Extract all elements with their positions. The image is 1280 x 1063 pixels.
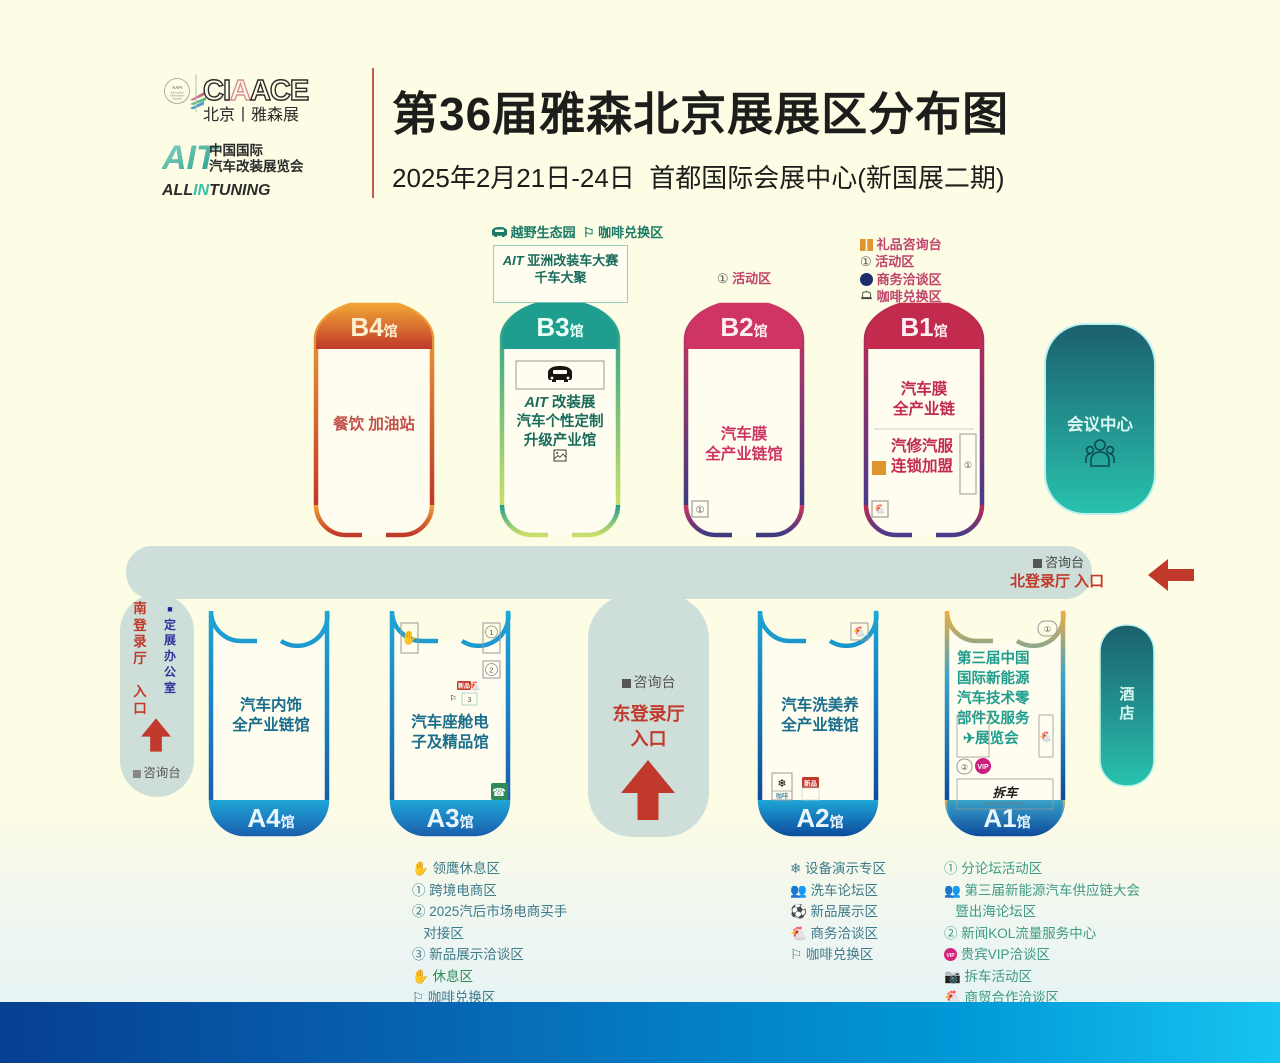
svg-text:全产业链: 全产业链 [892,399,956,418]
svg-text:❄: ❄ [777,778,786,790]
svg-text:3: 3 [468,697,472,704]
svg-text:①: ① [1044,625,1051,634]
svg-text:2: 2 [489,665,493,674]
svg-text:汽车个性定制: 汽车个性定制 [517,412,604,430]
svg-text:🐔: 🐔 [874,504,885,514]
svg-text:🐔: 🐔 [1040,731,1052,743]
svg-text:①: ① [964,460,972,470]
svg-text:汽车洗美养: 汽车洗美养 [781,695,859,714]
svg-text:汽车改装展览会: 汽车改装展览会 [209,158,304,174]
svg-text:汽车膜: 汽车膜 [901,379,948,398]
svg-text:ALLINTUNING: ALLINTUNING [162,182,270,199]
svg-text:1: 1 [489,628,493,637]
svg-text:🐔: 🐔 [853,626,865,638]
svg-text:全产业链馆: 全产业链馆 [704,444,783,463]
svg-text:店: 店 [1119,704,1134,722]
svg-text:会议中心: 会议中心 [1067,414,1134,434]
svg-text:CIAACE: CIAACE [203,75,309,107]
svg-text:拆车: 拆车 [992,786,1020,800]
svg-text:AIT 改装展: AIT 改装展 [524,393,596,411]
svg-text:全产业链馆: 全产业链馆 [231,715,310,734]
svg-text:✈展览会: ✈展览会 [963,729,1019,747]
svg-text:汽车膜: 汽车膜 [721,424,768,443]
svg-text:🐔: 🐔 [469,681,480,691]
svg-text:①: ① [696,505,705,516]
svg-text:汽修汽服: 汽修汽服 [891,436,954,455]
svg-text:第三届中国: 第三届中国 [957,649,1030,667]
svg-text:新品: 新品 [804,779,818,788]
svg-text:Industry: Industry [172,97,182,101]
svg-text:酒: 酒 [1119,686,1134,703]
svg-text:VIP: VIP [977,764,989,771]
svg-text:升级产业馆: 升级产业馆 [524,431,597,449]
svg-text:中国国际: 中国国际 [209,142,263,158]
svg-text:子及精品馆: 子及精品馆 [411,732,489,751]
svg-text:餐饮 加油站: 餐饮 加油站 [332,414,415,433]
svg-text:CHAICHEMOTORS: CHAICHEMOTORS [985,801,1025,806]
svg-text:AAFI: AAFI [172,85,182,90]
svg-text:☎: ☎ [492,787,506,799]
svg-text:VIP: VIP [946,953,955,959]
svg-text:新品: 新品 [458,682,470,690]
svg-text:全产业链馆: 全产业链馆 [780,715,859,734]
svg-text:北京丨雅森展: 北京丨雅森展 [203,106,299,124]
svg-text:连锁加盟: 连锁加盟 [891,456,954,475]
svg-text:国际新能源: 国际新能源 [957,669,1030,687]
svg-text:汽车内饰: 汽车内饰 [240,695,302,714]
svg-text:咖啡: 咖啡 [776,791,790,800]
svg-text:✋: ✋ [401,630,417,645]
svg-text:汽车技术零: 汽车技术零 [957,689,1030,707]
svg-text:⚐: ⚐ [449,694,456,703]
svg-text:部件及服务: 部件及服务 [957,709,1030,727]
svg-text:②: ② [961,763,968,772]
svg-text:汽车座舱电: 汽车座舱电 [411,712,489,731]
